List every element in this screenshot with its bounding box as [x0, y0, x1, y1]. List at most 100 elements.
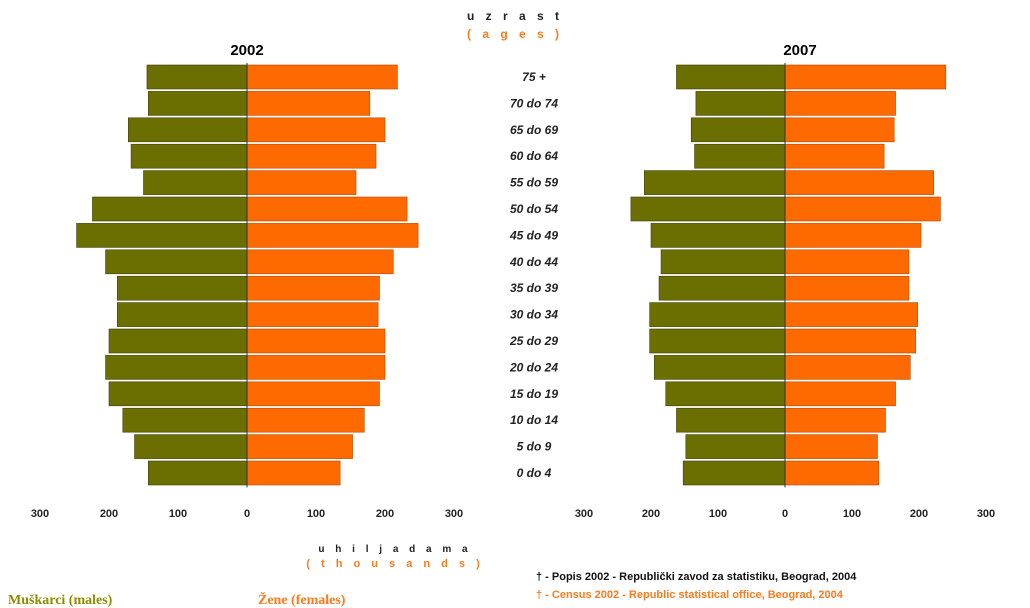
bar-female-2002-10 [246, 328, 386, 354]
bar-male-2002-1 [148, 91, 248, 116]
bar-male-2002-0 [146, 64, 248, 90]
legend-females: Žene (females) [258, 591, 346, 608]
bar-female-2002-1 [246, 91, 371, 116]
header-title: u z r a s t [467, 9, 563, 23]
age-label-2: 65 do 69 [510, 123, 558, 137]
bar-female-2002-5 [246, 196, 408, 222]
bar-female-2007-7 [784, 249, 910, 275]
bar-male-2002-6 [76, 223, 248, 248]
bar-female-2007-14 [784, 434, 878, 459]
bar-male-2007-9 [649, 302, 786, 327]
bar-male-2002-5 [92, 196, 248, 222]
bar-female-2002-14 [246, 434, 353, 459]
bar-female-2007-1 [784, 91, 896, 116]
x-tick-label-2002-3: 0 [244, 508, 250, 520]
bar-female-2002-3 [246, 143, 377, 169]
bar-male-2007-8 [658, 275, 786, 301]
age-label-3: 60 do 64 [510, 149, 558, 163]
bar-male-2002-13 [122, 407, 248, 433]
age-label-12: 15 do 19 [510, 387, 558, 401]
bar-male-2007-15 [682, 460, 786, 486]
x-tick-label-2007-0: 300 [575, 508, 593, 520]
bar-male-2007-10 [649, 328, 786, 354]
bar-female-2007-12 [784, 381, 896, 407]
x-tick-label-2002-4: 100 [307, 508, 325, 520]
bar-male-2007-0 [676, 64, 786, 90]
age-label-6: 45 do 49 [509, 228, 558, 242]
age-label-5: 50 do 54 [510, 202, 558, 216]
age-label-7: 40 do 44 [509, 255, 558, 269]
bar-female-2007-0 [784, 64, 947, 90]
age-label-0: 75 + [522, 70, 546, 84]
bar-female-2002-12 [246, 381, 380, 407]
age-label-15: 0 do 4 [517, 466, 552, 480]
labels-layer: 2002 300 200 100 0 100 200 300 2007 300 200 100 0 100… [31, 42, 995, 520]
x-tick-label-2007-2: 100 [709, 508, 727, 520]
bar-female-2002-2 [246, 117, 386, 143]
bar-male-2002-11 [105, 355, 248, 380]
bar-male-2007-14 [685, 434, 786, 459]
bar-male-2007-2 [690, 117, 786, 143]
bar-female-2002-8 [246, 275, 380, 301]
age-label-8: 35 do 39 [510, 281, 558, 295]
bar-female-2002-4 [246, 170, 357, 195]
bar-male-2007-4 [643, 170, 786, 195]
bar-female-2007-15 [784, 460, 880, 486]
bar-male-2002-14 [134, 434, 248, 459]
age-label-13: 10 do 14 [510, 413, 558, 427]
bar-female-2002-15 [246, 460, 341, 486]
x-tick-label-2007-5: 200 [910, 508, 928, 520]
bar-female-2002-13 [246, 407, 365, 433]
bar-female-2002-0 [246, 64, 398, 90]
bar-female-2007-11 [784, 355, 911, 380]
bar-female-2007-6 [784, 223, 922, 248]
x-tick-label-2007-6: 300 [977, 508, 995, 520]
bar-female-2002-11 [246, 355, 386, 380]
legend-males: Muškarci (males) [8, 593, 113, 608]
bar-female-2007-8 [784, 275, 910, 301]
bars-layer [76, 63, 947, 488]
bar-female-2007-13 [784, 407, 886, 433]
age-label-1: 70 do 74 [510, 96, 558, 110]
bar-male-2002-9 [116, 302, 248, 327]
bar-female-2007-5 [784, 196, 941, 222]
x-tick-label-2002-2: 100 [169, 508, 187, 520]
bar-female-2002-7 [246, 249, 394, 275]
panel-title-2007: 2007 [783, 42, 816, 59]
x-tick-label-2002-5: 200 [376, 508, 394, 520]
bar-male-2002-10 [108, 328, 248, 354]
bar-female-2002-9 [246, 302, 379, 327]
x-tick-label-2007-1: 200 [642, 508, 660, 520]
bar-male-2002-8 [116, 275, 248, 301]
bar-male-2007-3 [694, 143, 786, 169]
age-label-9: 30 do 34 [510, 308, 558, 322]
source-line-1: † - Popis 2002 - Republički zavod za sta… [536, 571, 857, 583]
bar-male-2002-3 [130, 143, 248, 169]
panel-title-2002: 2002 [230, 42, 263, 59]
bar-male-2007-6 [650, 223, 786, 248]
bar-male-2002-2 [128, 117, 248, 143]
bar-male-2007-5 [630, 196, 786, 222]
age-label-11: 20 do 24 [509, 360, 558, 374]
age-label-4: 55 do 59 [510, 176, 558, 190]
bar-female-2007-4 [784, 170, 935, 195]
bar-female-2007-10 [784, 328, 916, 354]
bar-male-2007-12 [665, 381, 786, 407]
bar-male-2007-7 [660, 249, 786, 275]
bar-female-2007-2 [784, 117, 895, 143]
x-tick-label-2007-3: 0 [782, 508, 788, 520]
bar-male-2007-13 [676, 407, 786, 433]
bar-male-2002-12 [108, 381, 248, 407]
bar-female-2007-3 [784, 143, 885, 169]
x-tick-label-2002-0: 300 [31, 508, 49, 520]
source-line-2: † - Census 2002 - Republic statistical o… [536, 589, 844, 601]
bar-male-2002-4 [143, 170, 248, 195]
bar-male-2007-1 [695, 91, 786, 116]
x-tick-label-2002-1: 200 [100, 508, 118, 520]
x-axis-label: u h i l j a d a m a [318, 544, 471, 555]
x-tick-label-2002-6: 300 [445, 508, 463, 520]
x-axis-label-en: ( t h o u s a n d s ) [306, 558, 484, 570]
bar-male-2007-11 [654, 355, 786, 380]
x-tick-label-2007-4: 100 [843, 508, 861, 520]
